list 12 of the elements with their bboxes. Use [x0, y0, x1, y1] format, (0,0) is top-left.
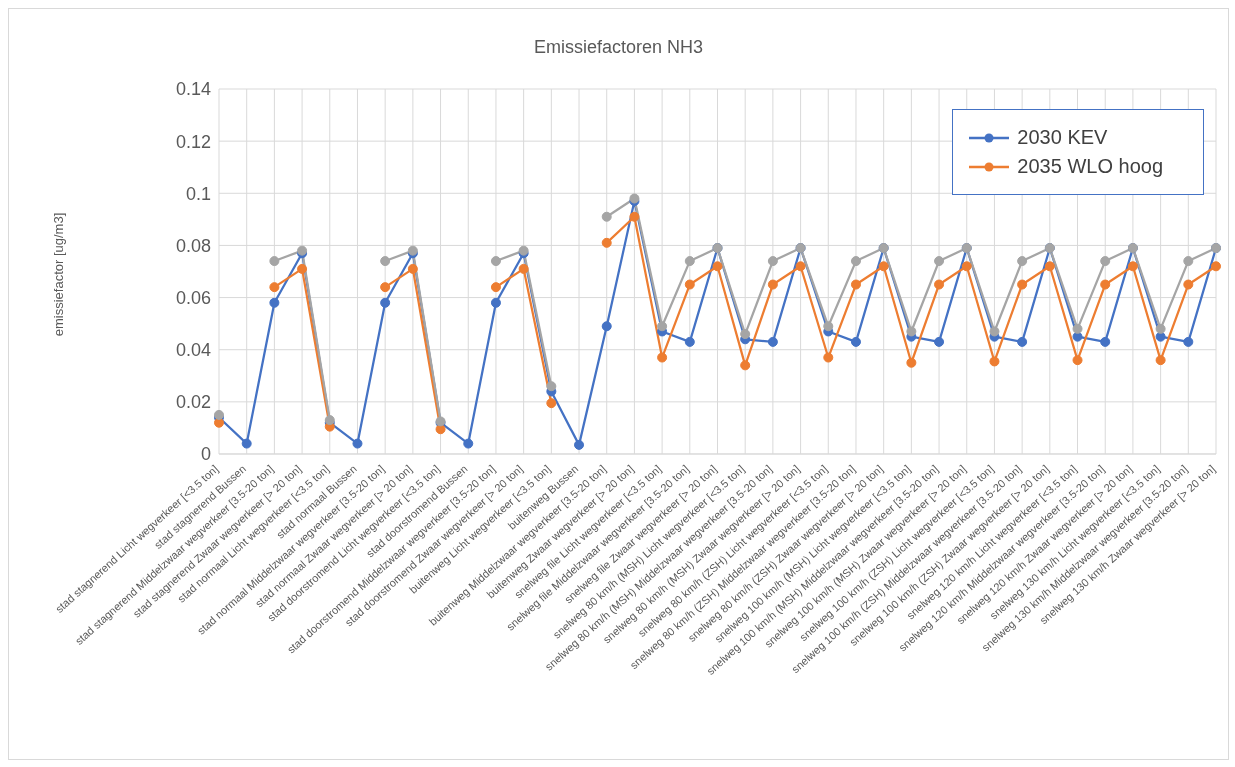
y-tick-label: 0.1 [185, 183, 211, 204]
y-tick-label: 0 [200, 444, 211, 465]
chart-title: Emissiefactoren NH3 [532, 37, 705, 58]
legend-label: 2030 KEV [1016, 126, 1109, 149]
y-tick-label: 0.08 [175, 235, 211, 256]
legend-label: 2035 WLO hoog [1016, 155, 1163, 178]
y-tick-label: 0.06 [175, 287, 211, 308]
y-tick-label: 0.12 [175, 131, 211, 152]
y-tick-label: 0.02 [175, 392, 211, 413]
y-axis-title: emissiefactor [ug/m3] [51, 212, 67, 336]
y-tick-label: 0.14 [175, 79, 211, 100]
y-tick-label: 0.04 [175, 340, 211, 361]
